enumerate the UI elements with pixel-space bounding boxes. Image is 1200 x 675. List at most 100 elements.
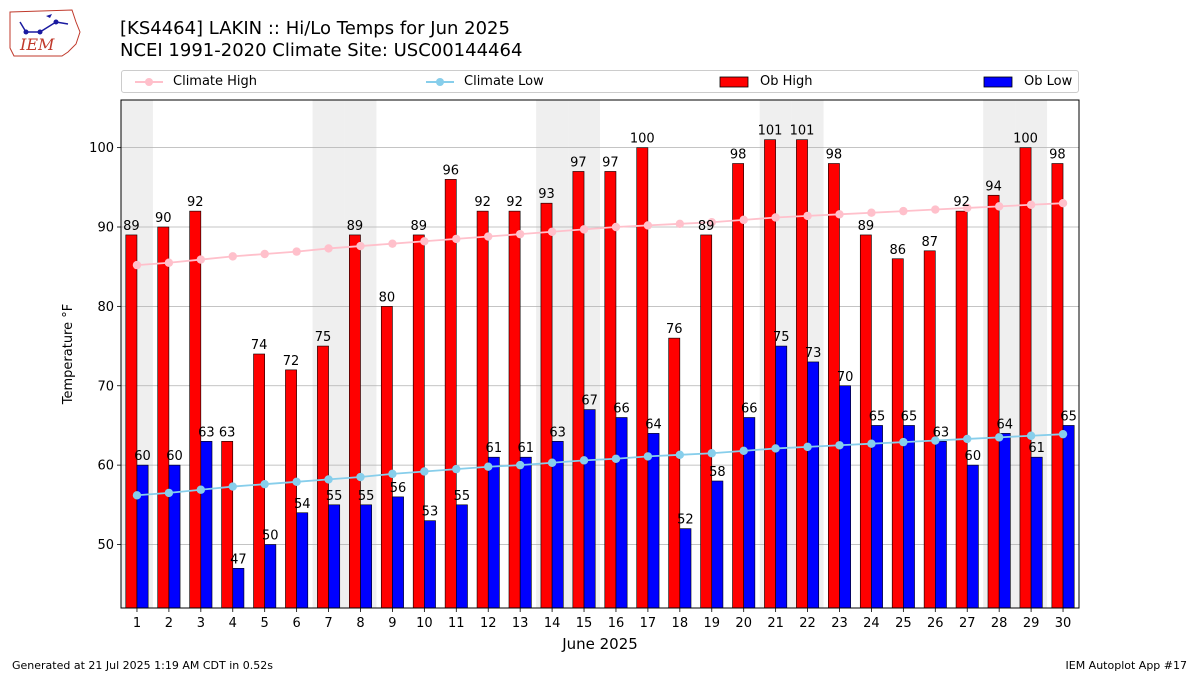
data-label-ob-high: 93 bbox=[538, 187, 555, 202]
bar-ob-high bbox=[732, 163, 744, 609]
data-label-ob-high: 92 bbox=[953, 195, 970, 210]
data-label-ob-high: 97 bbox=[602, 155, 619, 170]
climate-high-point bbox=[420, 237, 429, 246]
data-label-ob-low: 54 bbox=[294, 497, 311, 512]
bar-ob-low bbox=[711, 480, 724, 609]
data-label-ob-high: 75 bbox=[315, 330, 332, 345]
bar-ob-high bbox=[1051, 163, 1064, 609]
bar-ob-high bbox=[764, 139, 776, 609]
data-label-ob-low: 63 bbox=[198, 425, 215, 440]
bar-ob-low bbox=[775, 345, 788, 609]
climate-low-point bbox=[324, 475, 333, 484]
data-label-ob-low: 60 bbox=[965, 449, 982, 464]
bar-ob-low bbox=[583, 409, 596, 609]
bar-ob-low bbox=[424, 520, 436, 609]
data-label-ob-low: 55 bbox=[326, 489, 343, 504]
x-tick-label: 19 bbox=[703, 616, 720, 631]
y-axis-label: Temperature °F bbox=[61, 304, 76, 405]
climate-low-point bbox=[420, 467, 429, 476]
climate-low-point bbox=[867, 439, 876, 448]
climate-high-point bbox=[803, 211, 812, 221]
climate-low-point bbox=[356, 472, 365, 482]
climate-high-point bbox=[132, 260, 142, 270]
climate-low-point bbox=[547, 458, 557, 467]
bar-ob-low bbox=[934, 441, 947, 609]
data-label-ob-low: 75 bbox=[773, 330, 790, 345]
data-label-ob-high: 92 bbox=[187, 195, 204, 210]
y-tick-label: 70 bbox=[97, 379, 114, 394]
data-label-ob-low: 52 bbox=[677, 513, 694, 528]
data-label-ob-low: 67 bbox=[581, 394, 598, 409]
data-label-ob-high: 97 bbox=[570, 155, 587, 170]
bar-ob-high bbox=[604, 171, 617, 609]
climate-low-point bbox=[228, 482, 237, 491]
bar-ob-low bbox=[743, 417, 756, 609]
data-label-ob-low: 66 bbox=[741, 402, 758, 417]
x-tick-label: 13 bbox=[512, 616, 529, 631]
data-label-ob-high: 89 bbox=[698, 219, 715, 234]
data-label-ob-high: 92 bbox=[474, 195, 491, 210]
data-label-ob-low: 64 bbox=[645, 417, 662, 432]
x-tick-label: 12 bbox=[480, 616, 497, 631]
data-label-ob-low: 70 bbox=[837, 370, 854, 385]
climate-high-point bbox=[867, 208, 876, 217]
data-label-ob-low: 65 bbox=[901, 409, 918, 424]
x-tick-label: 5 bbox=[261, 616, 269, 631]
climate-low-point bbox=[260, 479, 269, 489]
climate-high-point bbox=[356, 241, 365, 251]
climate-high-point bbox=[579, 225, 589, 234]
climate-high-point bbox=[739, 215, 748, 225]
climate-low-point bbox=[196, 485, 206, 494]
legend-label-climate-high: Climate High bbox=[173, 74, 258, 89]
climate-high-point bbox=[324, 244, 333, 253]
y-tick-label: 90 bbox=[97, 221, 114, 236]
data-label-ob-high: 87 bbox=[921, 235, 938, 250]
data-label-ob-high: 96 bbox=[442, 163, 459, 178]
bar-ob-high bbox=[796, 139, 808, 609]
climate-low-point bbox=[931, 436, 940, 445]
bar-ob-low bbox=[136, 464, 149, 609]
iem-logo: IEM bbox=[6, 4, 84, 60]
x-tick-label: 25 bbox=[895, 616, 912, 631]
climate-high-point bbox=[899, 206, 908, 216]
bar-ob-high bbox=[444, 179, 457, 609]
bar-ob-high bbox=[828, 163, 840, 609]
data-label-ob-low: 61 bbox=[1028, 441, 1045, 456]
climate-high-point bbox=[452, 234, 461, 244]
data-label-ob-high: 90 bbox=[155, 211, 172, 226]
climate-low-point bbox=[994, 433, 1004, 442]
climate-low-point bbox=[484, 462, 493, 471]
data-label-ob-low: 61 bbox=[517, 441, 534, 456]
climate-low-point bbox=[611, 454, 621, 463]
bar-ob-high bbox=[476, 210, 489, 609]
data-label-ob-high: 89 bbox=[347, 219, 364, 234]
bar-ob-low bbox=[455, 504, 468, 609]
bar-ob-high bbox=[349, 234, 361, 609]
legend-label-ob-high: Ob High bbox=[760, 74, 813, 89]
x-tick-label: 15 bbox=[576, 616, 593, 631]
bar-ob-high bbox=[700, 234, 713, 609]
data-label-ob-high: 74 bbox=[251, 338, 268, 353]
bar-ob-high bbox=[1019, 147, 1032, 609]
climate-low-point bbox=[707, 449, 716, 458]
bar-ob-low bbox=[998, 433, 1011, 609]
climate-high-point bbox=[515, 229, 525, 239]
climate-high-point bbox=[292, 247, 301, 256]
climate-high-point bbox=[675, 219, 685, 229]
data-label-ob-low: 50 bbox=[262, 529, 279, 544]
data-label-ob-low: 63 bbox=[933, 425, 950, 440]
data-label-ob-low: 60 bbox=[134, 449, 151, 464]
x-axis-label: June 2025 bbox=[561, 635, 638, 653]
climate-high-point bbox=[643, 221, 653, 230]
data-label-ob-high: 80 bbox=[379, 290, 396, 305]
data-label-ob-low: 56 bbox=[390, 481, 407, 496]
chart-title: [KS4464] LAKIN :: Hi/Lo Temps for Jun 20… bbox=[120, 18, 510, 39]
bar-ob-high bbox=[668, 337, 681, 609]
x-tick-label: 29 bbox=[1023, 616, 1040, 631]
climate-high-point bbox=[1026, 200, 1036, 209]
data-label-ob-low: 64 bbox=[996, 417, 1013, 432]
data-label-ob-low: 55 bbox=[358, 489, 375, 504]
y-tick-label: 50 bbox=[97, 538, 114, 553]
bar-ob-low bbox=[966, 464, 979, 609]
